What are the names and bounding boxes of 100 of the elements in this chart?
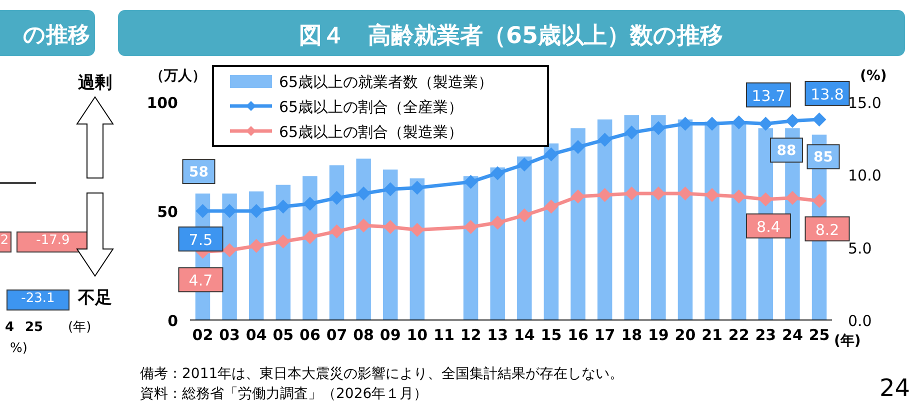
data-label: 58 <box>188 164 208 181</box>
point <box>356 218 371 233</box>
point <box>464 174 478 189</box>
point <box>302 196 317 211</box>
point <box>383 182 398 196</box>
point <box>490 216 505 230</box>
point <box>571 140 586 154</box>
x-tick-label: 22 <box>728 326 750 344</box>
x-tick-label: 25 <box>808 326 830 344</box>
text: -23.1 <box>21 291 55 306</box>
x-tick-label: 21 <box>702 326 722 344</box>
data-label: 4.7 <box>188 272 213 290</box>
bar <box>704 122 720 320</box>
point <box>222 204 237 218</box>
point <box>678 116 692 131</box>
point <box>732 189 746 204</box>
point <box>196 204 210 218</box>
data-label: 88 <box>776 143 796 160</box>
x-tick-label: 03 <box>219 326 240 344</box>
y-tick-label: 50 <box>157 203 178 221</box>
x-tick-label: 15 <box>540 326 562 344</box>
x-tick-label: 19 <box>648 326 669 344</box>
text: 2 <box>0 233 9 248</box>
y2-tick-label: 0.0 <box>848 312 872 330</box>
point <box>276 234 290 249</box>
y2-tick-label: 10.0 <box>848 166 882 185</box>
x-tick-label: 23 <box>755 326 776 344</box>
x-tick-label: 14 <box>514 326 535 344</box>
data-label: 13.8 <box>810 85 844 104</box>
point <box>302 230 317 244</box>
x-tick-label: 20 <box>674 326 696 344</box>
point <box>785 190 800 205</box>
point <box>544 147 558 162</box>
point <box>383 220 398 234</box>
point <box>624 126 639 140</box>
point <box>330 224 344 238</box>
text: -17.9 <box>36 233 70 248</box>
text: の推移 <box>23 23 90 48</box>
x-tick-label: 04 <box>246 326 267 344</box>
point <box>330 190 344 205</box>
point <box>624 186 639 201</box>
x-tick-label: 24 <box>782 326 803 344</box>
x-tick-label: 07 <box>326 326 348 344</box>
bar <box>651 115 666 320</box>
text: 不足 <box>77 288 112 308</box>
x-tick-label: 08 <box>353 326 374 344</box>
text: %) <box>10 341 28 356</box>
point <box>410 222 424 237</box>
point <box>651 186 666 201</box>
point <box>598 188 612 202</box>
y-axis-title: （万人） <box>150 68 206 84</box>
point <box>598 132 612 147</box>
point <box>490 166 505 180</box>
point <box>758 116 773 131</box>
point <box>464 220 478 234</box>
point <box>410 180 424 195</box>
x-tick-label: 16 <box>568 326 588 344</box>
text: 資料：総務省「労働力調査」（2026年１月） <box>140 386 428 402</box>
x-tick-label: 05 <box>272 326 294 344</box>
point <box>732 115 746 130</box>
text: 4 <box>5 320 14 335</box>
point <box>222 243 237 258</box>
point <box>758 192 773 206</box>
point <box>276 200 290 214</box>
chart-title: 図４ 高齢就業者（65歳以上）数の推移 <box>298 22 724 49</box>
point <box>812 194 826 208</box>
x-axis-title: (年) <box>834 333 861 349</box>
point <box>249 238 264 253</box>
x-tick-label: 13 <box>487 326 508 344</box>
x-tick-label: 12 <box>460 326 482 344</box>
point <box>544 200 558 214</box>
x-tick-label: 10 <box>406 326 428 344</box>
x-tick-label: 17 <box>594 326 616 344</box>
point <box>517 208 532 222</box>
bar <box>597 119 612 320</box>
bar <box>410 178 425 320</box>
x-tick-label: 02 <box>192 326 214 344</box>
data-label: 8.4 <box>756 218 780 236</box>
bar <box>570 128 586 320</box>
x-tick-label: 11 <box>434 326 454 344</box>
y-tick-label: 100 <box>146 94 178 112</box>
bar <box>356 158 371 320</box>
bar <box>731 124 746 320</box>
point <box>812 112 826 126</box>
point <box>356 186 371 201</box>
y-tick-label: 0 <box>168 312 178 330</box>
point <box>705 116 720 131</box>
y2-tick-label: 5.0 <box>848 239 872 258</box>
y2-axis-title: (%) <box>860 68 887 84</box>
text: 過剰 <box>77 73 112 93</box>
point <box>249 204 264 218</box>
data-label: 8.2 <box>815 220 840 239</box>
data-label: 85 <box>814 150 834 166</box>
x-tick-label: 06 <box>300 326 320 344</box>
point <box>705 188 720 202</box>
text: 24 <box>879 374 910 402</box>
bar <box>383 170 398 320</box>
x-tick-label: 18 <box>621 326 642 344</box>
point <box>571 189 586 204</box>
data-label: 7.5 <box>188 231 213 249</box>
